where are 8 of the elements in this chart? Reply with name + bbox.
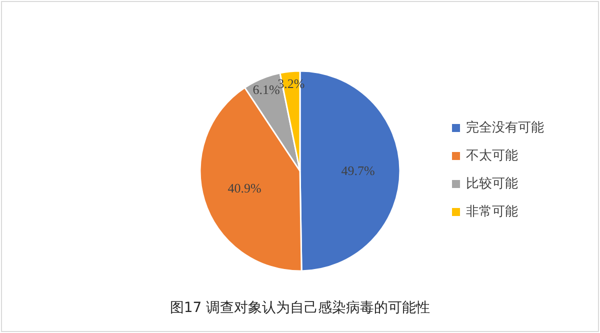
data-label: 40.9% bbox=[228, 180, 262, 196]
data-label: 6.1% bbox=[252, 82, 280, 98]
legend-label: 非常可能 bbox=[466, 204, 518, 220]
legend-label: 完全没有可能 bbox=[466, 120, 544, 136]
data-label: 49.7% bbox=[341, 163, 375, 178]
legend-label: 比较可能 bbox=[466, 176, 518, 192]
legend-label: 不太可能 bbox=[466, 148, 518, 164]
text: 图17 调查对象认为自己感染病毒的可能性 bbox=[170, 300, 430, 316]
